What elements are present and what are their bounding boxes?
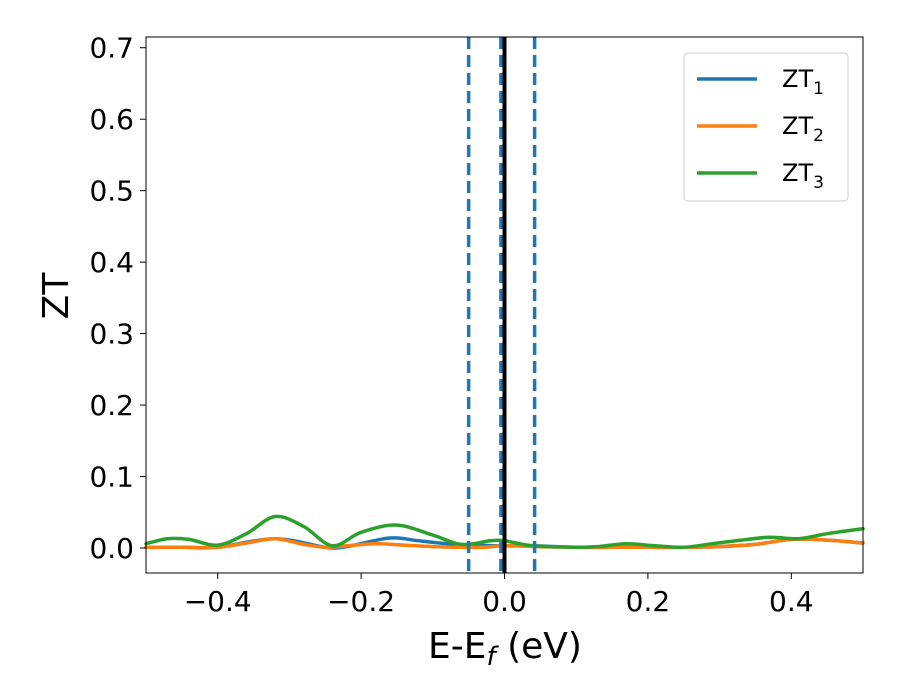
x-tick-label: 0.0 xyxy=(482,585,527,618)
series-line-zt3 xyxy=(144,514,865,550)
y-axis-ticks: 0.0 0.1 0.2 0.3 0.4 0.5 0.6 0.7 xyxy=(89,32,146,565)
x-tick-label: 0.2 xyxy=(626,585,671,618)
y-tick-label: 0.7 xyxy=(89,32,134,65)
legend-label-zt2: ZT2 xyxy=(782,112,824,146)
y-tick-label: 0.1 xyxy=(89,461,134,494)
y-tick-label: 0.5 xyxy=(89,175,134,208)
x-axis-title: E-Ef (eV) xyxy=(428,626,582,672)
y-tick-label: 0.0 xyxy=(89,532,134,565)
legend: ZT1 ZT2 ZT3 xyxy=(683,52,849,202)
y-axis-title: ZT xyxy=(36,272,77,320)
x-axis-ticks: −0.4 −0.2 0.0 0.2 0.4 xyxy=(184,573,814,618)
x-tick-label: 0.4 xyxy=(769,585,814,618)
x-tick-label: −0.2 xyxy=(327,585,395,618)
series-line-zt2 xyxy=(144,536,865,550)
y-tick-label: 0.2 xyxy=(89,389,134,422)
y-tick-label: 0.4 xyxy=(89,246,134,279)
legend-label-zt3: ZT3 xyxy=(782,159,824,193)
legend-box xyxy=(683,52,849,202)
y-tick-label: 0.3 xyxy=(89,318,134,351)
vline-layer xyxy=(466,37,537,573)
x-tick-label: −0.4 xyxy=(184,585,252,618)
legend-label-zt1: ZT1 xyxy=(782,65,824,99)
y-tick-label: 0.6 xyxy=(89,103,134,136)
